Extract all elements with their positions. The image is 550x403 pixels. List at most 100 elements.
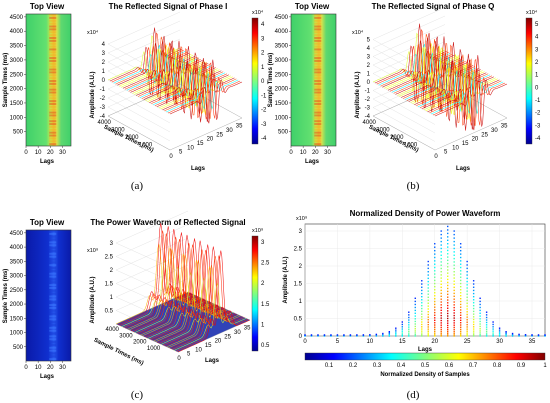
- waveform-curve: [431, 71, 504, 115]
- waveform-curve: [154, 61, 228, 119]
- x-tick-label: 10: [452, 145, 459, 151]
- heatmap-stripe: [314, 102, 322, 105]
- data-point: [472, 330, 475, 332]
- panel-b-3d-exponent: x10⁴: [352, 29, 364, 36]
- data-point: [453, 274, 455, 276]
- data-point: [440, 274, 442, 276]
- panel-a-3d-plot: 43210-1-2-3-4051015202530351000200030004…: [98, 11, 243, 160]
- data-point: [459, 292, 462, 294]
- data-point: [421, 316, 423, 318]
- panel-c-top-ylabel: Sample Times (ms): [3, 269, 9, 324]
- data-point: [453, 332, 455, 334]
- data-point: [427, 323, 429, 326]
- heatmap-stripe: [49, 57, 57, 60]
- data-point: [382, 332, 384, 335]
- waveform-curve: [130, 229, 204, 332]
- data-point: [466, 330, 468, 332]
- data-point: [440, 289, 442, 292]
- data-point: [466, 335, 468, 337]
- panel-a-3d-title: The Reflected Signal of Phase I: [109, 2, 228, 11]
- colorbar-tick-label: 0.7: [469, 363, 478, 369]
- colorbar-tick-label: 0.6: [445, 363, 454, 369]
- heatmap-stripe: [49, 278, 57, 281]
- data-point: [472, 310, 475, 313]
- y-tick-label: 2500: [10, 72, 24, 78]
- grid-line: [115, 210, 189, 272]
- data-point: [427, 271, 429, 273]
- data-point: [537, 334, 540, 336]
- data-point: [447, 246, 449, 248]
- data-point: [414, 312, 416, 314]
- data-point: [427, 313, 429, 316]
- data-point: [414, 330, 416, 332]
- heatmap-stripe: [314, 36, 322, 39]
- y-tick-label: 1: [299, 299, 303, 305]
- panel-c-top-title: Top View: [30, 218, 65, 227]
- data-point: [434, 297, 436, 300]
- grid-line: [107, 11, 181, 79]
- heatmap-stripe: [314, 74, 322, 77]
- data-point: [466, 316, 468, 318]
- colorbar-tick-label: 0.4: [397, 363, 406, 369]
- data-point: [466, 299, 468, 301]
- waveform-curve: [124, 42, 198, 101]
- data-point: [453, 283, 455, 286]
- data-point: [453, 330, 455, 333]
- z-tick-label: -3: [365, 106, 371, 112]
- y-tick-label: 2000: [390, 135, 404, 141]
- panel-a-3d-exponent: x10⁴: [87, 29, 99, 36]
- data-point: [453, 247, 455, 250]
- data-point: [434, 249, 436, 252]
- waveform-curve: [145, 56, 218, 108]
- data-point: [472, 295, 475, 298]
- heatmap-stripe: [49, 244, 57, 247]
- data-point: [459, 300, 462, 303]
- heatmap-stripe: [314, 59, 322, 62]
- x-tick-label: 0: [289, 150, 293, 156]
- data-point: [453, 251, 455, 253]
- heatmap-stripe: [49, 117, 57, 120]
- heatmap-stripe: [49, 341, 57, 344]
- heatmap-stripe: [49, 230, 57, 233]
- data-point: [466, 308, 468, 310]
- data-point: [343, 334, 345, 336]
- data-point: [434, 260, 436, 262]
- panel-a-3d-ylabel: Sample Times (ms): [103, 124, 155, 153]
- data-point: [459, 270, 462, 272]
- heatmap-stripe: [49, 258, 57, 261]
- panel-c: Top View 0 10 20 30500100015002000250030003…: [3, 210, 270, 401]
- x-tick-label: 35: [501, 124, 508, 130]
- colorbar-tick-label: 0.8: [493, 363, 502, 369]
- heatmap-stripe: [314, 31, 322, 34]
- heatmap-stripe: [314, 108, 322, 111]
- heatmap-stripe: [49, 284, 57, 287]
- data-point: [401, 332, 403, 334]
- heatmap-stripe: [49, 338, 57, 341]
- data-point: [492, 323, 494, 326]
- data-point: [531, 334, 533, 336]
- data-point: [472, 307, 475, 310]
- heatmap-stripe: [314, 28, 322, 31]
- data-point: [427, 311, 429, 313]
- panel-c-3d-exponent: x10⁹: [87, 247, 98, 254]
- colorbar-tick-label: 2: [535, 60, 539, 66]
- panel-a-heatmap: [26, 14, 71, 146]
- data-point: [447, 302, 449, 304]
- heatmap-stripe: [49, 355, 57, 358]
- heatmap-stripe: [314, 19, 322, 22]
- panel-a-3d-xlabel: Lags: [191, 166, 206, 172]
- data-point: [459, 324, 462, 326]
- z-tick-label: -4: [365, 114, 371, 120]
- heatmap-stripe: [49, 82, 57, 85]
- data-point: [447, 330, 449, 333]
- waveform-curve: [175, 255, 249, 352]
- data-point: [447, 266, 449, 268]
- data-point: [427, 290, 429, 292]
- waveform-curve: [121, 46, 194, 95]
- heatmap-stripe: [49, 102, 57, 105]
- data-point: [440, 233, 442, 236]
- waveform-curve: [132, 48, 205, 96]
- z-tick-label: -1: [100, 87, 106, 93]
- data-point: [459, 246, 462, 248]
- data-point: [414, 332, 416, 334]
